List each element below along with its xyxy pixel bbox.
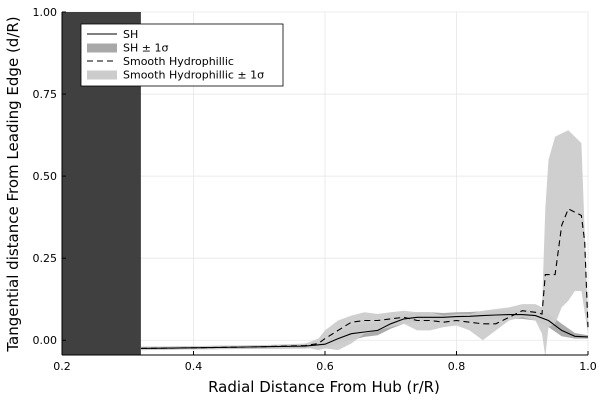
x-tick-label: 0.2 [53,360,71,373]
x-axis-label: Radial Distance From Hub (r/R) [208,378,440,396]
legend-entry-label: SH [123,28,138,41]
series-line-dashed [140,208,589,349]
tick-labels: 0.2 0.4 0.6 0.8 1.0 0.00 0.25 0.50 0.75 1.00 [33,6,597,373]
x-tick-label: 0.4 [185,360,203,373]
legend-entry-label: Smooth Hydrophillic ± 1σ [123,69,264,82]
line-layer [140,208,589,349]
legend-entry-label: SH ± 1σ [123,42,168,55]
y-tick-label: 0.50 [33,170,58,183]
x-tick-label: 0.8 [448,360,466,373]
series-band [140,130,588,357]
y-tick-label: 0.00 [33,334,58,347]
axes-frame [61,11,589,356]
series-line-solid [140,314,589,349]
x-tick-label: 1.0 [579,360,597,373]
y-axis-label: Tangential distance From Leading Edge (d… [4,16,22,352]
legend-entry-label: Smooth Hydrophillic [123,55,234,68]
y-tick-label: 0.75 [33,88,58,101]
y-tick-label: 0.25 [33,252,58,265]
band-layer [140,130,588,357]
legend-swatch [87,43,117,53]
legend-swatch [87,70,117,80]
y-tick-label: 1.00 [33,6,58,19]
x-tick-label: 0.6 [316,360,334,373]
